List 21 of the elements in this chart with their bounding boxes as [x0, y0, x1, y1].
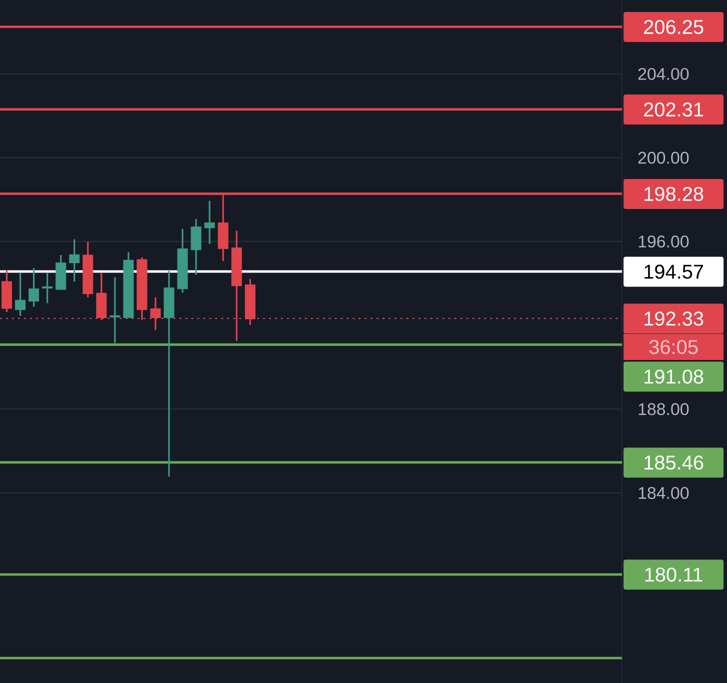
ref-line-label: 194.57	[644, 264, 704, 279]
candlestick	[15, 272, 26, 317]
candlestick	[28, 267, 40, 308]
candlestick	[42, 272, 53, 304]
candlestick	[204, 200, 215, 245]
ref-line-label: 180.11	[645, 568, 702, 582]
text: 36:05	[649, 340, 698, 354]
y-tick-label: 184.00	[638, 486, 689, 499]
ref-line-label: 185.46	[644, 456, 704, 470]
y-tick-label: 200.00	[638, 152, 689, 164]
candlestick	[190, 218, 202, 276]
ref-line-label: 202.31	[644, 102, 704, 117]
y-tick-label: 196.00	[638, 236, 689, 248]
ref-line-label: 192.33	[644, 312, 704, 326]
candlestick	[69, 238, 80, 282]
y-tick-label: 188.00	[638, 403, 689, 416]
candlestick	[110, 276, 120, 344]
ref-line-label: 191.08	[644, 370, 704, 384]
y-tick-label: 204.00	[638, 68, 689, 80]
ref-line-label: 206.25	[644, 20, 704, 34]
ref-line-label: 198.28	[644, 186, 704, 202]
